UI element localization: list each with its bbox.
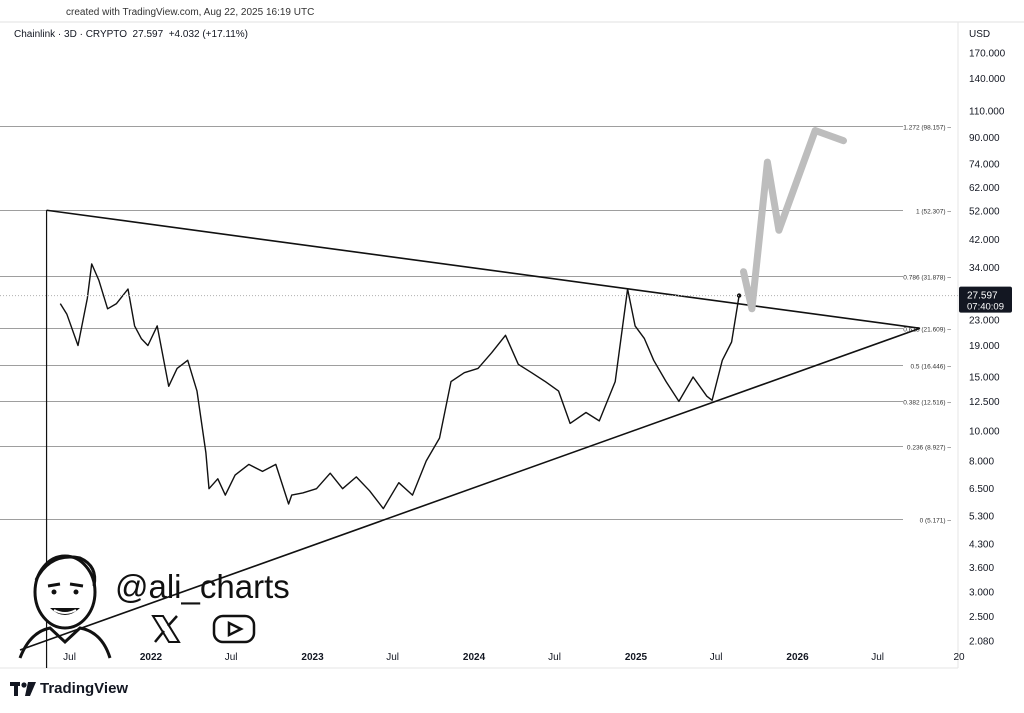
avatar bbox=[10, 550, 115, 665]
x-tick-label: 2024 bbox=[463, 652, 486, 663]
tradingview-logo-icon bbox=[10, 681, 36, 696]
youtube-icon bbox=[212, 614, 256, 644]
y-tick-label: 42.000 bbox=[969, 235, 1000, 246]
fib-label: 1.272 (98.157) – bbox=[903, 125, 951, 132]
created-note: created with TradingView.com, Aug 22, 20… bbox=[66, 7, 315, 18]
price-badge-countdown: 07:40:09 bbox=[967, 302, 1004, 313]
price-line bbox=[59, 263, 740, 510]
x-tick-label: Jul bbox=[386, 652, 399, 663]
x-tick-label: Jul bbox=[710, 652, 723, 663]
y-tick-label: 52.000 bbox=[969, 207, 1000, 218]
last-price-dot bbox=[736, 293, 742, 298]
lower-trendline bbox=[19, 327, 921, 651]
y-tick-label: 23.000 bbox=[969, 315, 1000, 326]
tradingview-logo: TradingView bbox=[10, 680, 128, 697]
y-tick-label: 140.000 bbox=[969, 74, 1006, 85]
y-tick-label: 15.000 bbox=[969, 373, 1000, 384]
y-tick-label: 10.000 bbox=[969, 427, 1000, 438]
fib-label: 1 (52.307) – bbox=[916, 209, 951, 216]
y-tick-label: 4.300 bbox=[969, 539, 994, 550]
price-series bbox=[0, 263, 958, 510]
x-tick-label: 2022 bbox=[140, 652, 163, 663]
x-tick-label: 20 bbox=[953, 652, 965, 663]
x-tick-label: Jul bbox=[225, 652, 238, 663]
y-tick-label: 62.000 bbox=[969, 183, 1000, 194]
fib-label: 0.382 (12.516) – bbox=[903, 400, 951, 407]
y-tick-label: 2.080 bbox=[969, 636, 994, 647]
x-tick-label: 2023 bbox=[301, 652, 324, 663]
price-badge-value: 27.597 bbox=[967, 291, 998, 302]
y-tick-label: 34.000 bbox=[969, 263, 1000, 274]
fibonacci-levels: 1.272 (98.157) – 1 (52.307) – 0.786 (31.87… bbox=[0, 125, 951, 525]
y-tick-label: 110.000 bbox=[969, 106, 1005, 117]
y-tick-label: 6.500 bbox=[969, 484, 994, 495]
y-tick-label: 74.000 bbox=[969, 159, 1000, 170]
fib-label: 0.236 (8.927) – bbox=[907, 445, 951, 452]
x-tick-label: 2026 bbox=[786, 652, 809, 663]
y-tick-label: 12.500 bbox=[969, 397, 1000, 408]
author-handle: @ali_charts bbox=[115, 568, 290, 605]
social-icons bbox=[150, 613, 256, 645]
x-tick-label: Jul bbox=[548, 652, 561, 663]
y-tick-label: 3.600 bbox=[969, 563, 994, 574]
y-tick-label: 2.500 bbox=[969, 612, 994, 623]
symbol-header: Chainlink · 3D · CRYPTO 27.597 +4.032 (+… bbox=[14, 29, 249, 40]
x-tick-label: Jul bbox=[871, 652, 884, 663]
y-tick-label: 19.000 bbox=[969, 341, 1000, 352]
x-tick-label: Jul bbox=[63, 652, 76, 663]
x-logo-icon bbox=[151, 615, 181, 643]
y-tick-label: 170.000 bbox=[969, 48, 1006, 59]
projection-path bbox=[740, 127, 847, 313]
upper-trendline bbox=[46, 209, 921, 330]
y-tick-label: 8.000 bbox=[969, 457, 994, 468]
time-axis: Jul 2022 Jul 2023 Jul 2024 Jul 2025 Jul 2026 Jul 20 bbox=[63, 652, 965, 663]
y-tick-label: 3.000 bbox=[969, 588, 994, 599]
x-tick-label: 2025 bbox=[625, 652, 648, 663]
fib-label: 0 (5.171) – bbox=[920, 518, 952, 525]
projection-line bbox=[740, 127, 847, 313]
tradingview-logo-text: TradingView bbox=[40, 680, 129, 697]
y-tick-label: 5.300 bbox=[969, 512, 994, 523]
fib-label: 0.618 (21.609) – bbox=[903, 327, 951, 334]
price-badge-bg bbox=[959, 286, 1012, 313]
currency-label: USD bbox=[969, 29, 991, 40]
fib-label: 0.5 (16.446) – bbox=[911, 364, 952, 371]
y-tick-label: 90.000 bbox=[969, 133, 1000, 144]
price-axis: 170.000 140.000 110.000 90.000 74.000 62.000 5… bbox=[969, 48, 1006, 647]
fib-label: 0.786 (31.878) – bbox=[903, 275, 951, 282]
